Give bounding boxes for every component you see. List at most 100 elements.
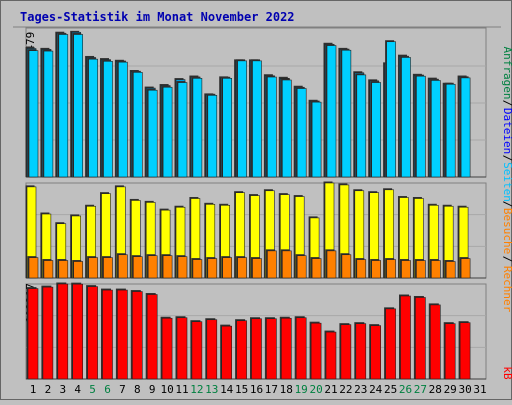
chart-bars <box>25 30 471 380</box>
x-tick-label: 2 <box>45 383 52 396</box>
x-tick-label: 1 <box>30 383 37 396</box>
bar-seiten <box>222 78 232 178</box>
bar-seiten <box>147 89 158 178</box>
bar-kb <box>57 283 69 380</box>
bar-kb <box>459 322 471 380</box>
bar-rechner <box>162 255 173 279</box>
bar-rechner <box>326 250 337 279</box>
bar-kb <box>370 325 382 380</box>
bar-rechner <box>356 259 367 279</box>
bar-rechner <box>401 260 411 279</box>
bar-rechner <box>296 255 307 279</box>
right-legend: Anfragen / Dateien / Seiten / Besuche / … <box>501 47 512 380</box>
bar-rechner <box>88 257 98 279</box>
x-tick-label: 14 <box>220 383 234 396</box>
bar-kb <box>102 289 113 380</box>
bar-rechner <box>237 257 247 279</box>
x-tick-label: 3 <box>59 383 66 396</box>
x-tick-label: 21 <box>324 383 337 396</box>
bar-rechner <box>311 258 322 279</box>
bar-rechner <box>73 261 83 279</box>
bar-seiten <box>162 86 173 178</box>
bar-seiten <box>118 61 128 178</box>
chart-title: Tages-Statistik im Monat November 2022 <box>20 10 295 24</box>
bar-seiten <box>267 76 277 178</box>
x-tick-label: 29 <box>444 383 457 396</box>
bar-seiten <box>58 34 69 178</box>
x-tick-label: 31 <box>473 383 486 396</box>
bar-kb <box>236 320 247 380</box>
bar-kb <box>132 291 143 380</box>
x-axis-labels: 1 2 3 4 5 6 7 8 9 10 11 12 13 14 15 16 17 18 19 20 21 22 23 24 2… <box>30 383 487 396</box>
bar-kb <box>206 319 218 380</box>
bar-kb <box>176 317 188 380</box>
x-tick-label: 16 <box>250 383 263 396</box>
bar-rechner <box>416 260 426 279</box>
bar-seiten <box>311 101 322 178</box>
bar-seiten <box>460 77 471 178</box>
legend-dateien: Dateien <box>501 108 512 154</box>
bar-kb <box>340 324 352 380</box>
x-tick-label: 18 <box>280 383 293 396</box>
bar-kb <box>429 304 441 380</box>
bar-kb <box>117 289 128 380</box>
bar-seiten <box>103 60 113 178</box>
x-tick-label: 5 <box>89 383 96 396</box>
x-tick-label: 28 <box>429 383 442 396</box>
bar-rechner <box>147 255 158 279</box>
legend-kb: kB <box>501 366 512 380</box>
x-tick-label: 8 <box>134 383 141 396</box>
bar-rechner <box>133 256 143 279</box>
bar-rechner <box>28 257 39 279</box>
bar-seiten <box>281 79 292 178</box>
bar-seiten <box>252 60 262 178</box>
bar-rechner <box>281 250 292 279</box>
x-tick-label: 26 <box>399 383 412 396</box>
bar-seiten <box>326 45 337 178</box>
x-tick-label: 13 <box>205 383 218 396</box>
bar-kb <box>87 286 98 380</box>
bar-kb <box>400 295 411 380</box>
bar-rechner <box>460 258 471 279</box>
legend-sep4: / <box>501 256 512 263</box>
bar-seiten <box>28 50 39 178</box>
bar-kb <box>310 322 322 380</box>
legend-sep2: / <box>501 155 512 162</box>
legend-anfragen: Anfragen <box>501 47 512 100</box>
x-tick-label: 15 <box>235 383 248 396</box>
x-tick-label: 27 <box>414 383 427 396</box>
bar-rechner <box>43 260 54 279</box>
bar-seiten <box>207 95 218 178</box>
x-tick-label: 7 <box>119 383 126 396</box>
bar-kb <box>191 321 203 380</box>
bar-rechner <box>103 257 113 279</box>
bar-kb <box>72 283 83 380</box>
bar-kb <box>161 317 173 380</box>
x-tick-label: 30 <box>458 383 471 396</box>
bar-seiten <box>237 60 247 178</box>
legend-besuche: Besuche <box>501 208 512 254</box>
bar-kb <box>42 286 54 380</box>
bar-kb <box>266 318 277 380</box>
bar-seiten <box>371 82 382 178</box>
bar-kb <box>280 317 292 380</box>
legend-rechner: Rechner <box>501 266 512 313</box>
x-tick-label: 4 <box>74 383 81 396</box>
x-tick-label: 17 <box>265 383 278 396</box>
x-tick-label: 22 <box>339 383 352 396</box>
bar-seiten <box>430 80 441 178</box>
bar-seiten <box>386 41 396 178</box>
bar-seiten <box>356 74 367 178</box>
x-tick-label: 23 <box>354 383 367 396</box>
bar-kb <box>221 325 232 380</box>
bar-rechner <box>118 254 128 279</box>
x-tick-label: 19 <box>295 383 308 396</box>
bar-seiten <box>192 78 203 178</box>
bar-kb <box>415 297 426 380</box>
bar-kb <box>355 323 367 380</box>
bar-rechner <box>192 259 203 279</box>
bar-seiten <box>296 88 307 178</box>
x-tick-label: 12 <box>190 383 203 396</box>
